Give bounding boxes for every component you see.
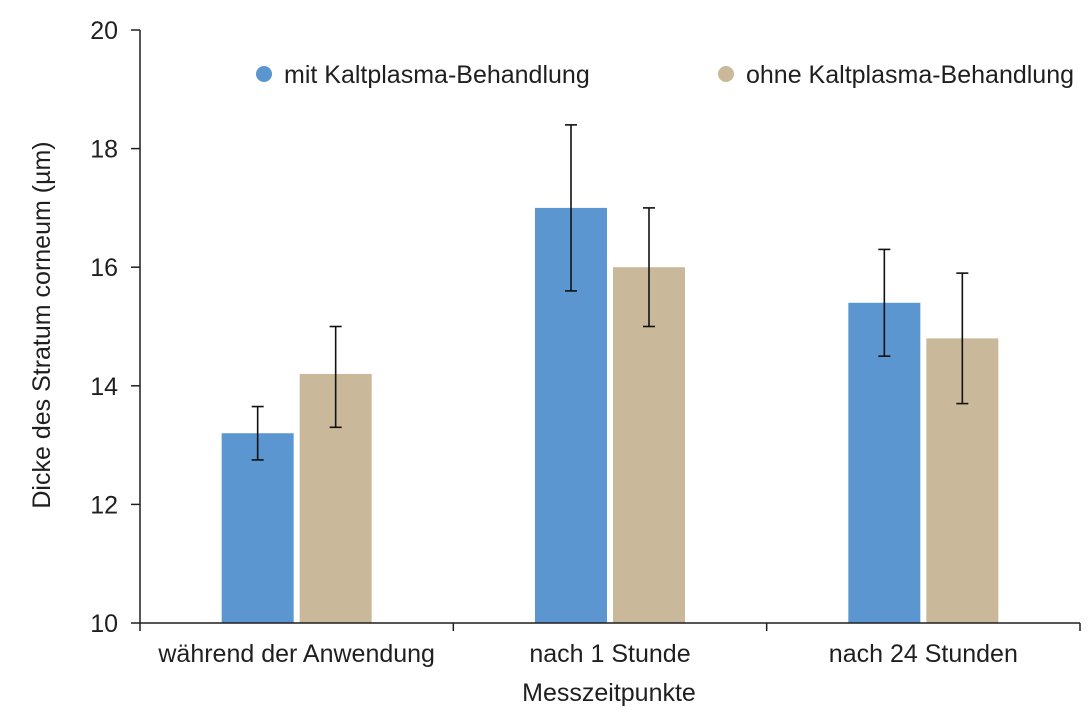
legend-marker [256,66,272,82]
x-category-label: nach 24 Stunden [829,640,1018,668]
error-bars-layer [251,124,969,461]
y-tick-label: 10 [90,610,118,638]
y-tick-label: 16 [90,254,118,282]
axes-layer [131,29,1081,631]
x-axis-title: Messzeitpunkte [522,679,696,707]
y-tick-label: 12 [90,491,118,519]
legend-label: mit Kaltplasma-Behandlung [284,61,590,89]
legend: mit Kaltplasma-Behandlung ohne Kaltplasma… [256,61,1074,89]
bar [221,433,294,623]
y-tick-label: 18 [90,136,118,164]
bars-layer [221,207,999,623]
legend-label: ohne Kaltplasma-Behandlung [746,61,1074,89]
y-tick-label: 20 [90,17,118,45]
x-category-label: nach 1 Stunde [529,640,690,668]
y-tick-label: 14 [90,373,118,401]
legend-marker [718,66,734,82]
y-axis-title: Dicke des Stratum corneum (µm) [28,141,56,508]
x-category-label: während der Anwendung [157,640,435,668]
labels-layer: 10 12 14 16 18 20 während der Anwendung nach 1 … [90,17,1018,668]
